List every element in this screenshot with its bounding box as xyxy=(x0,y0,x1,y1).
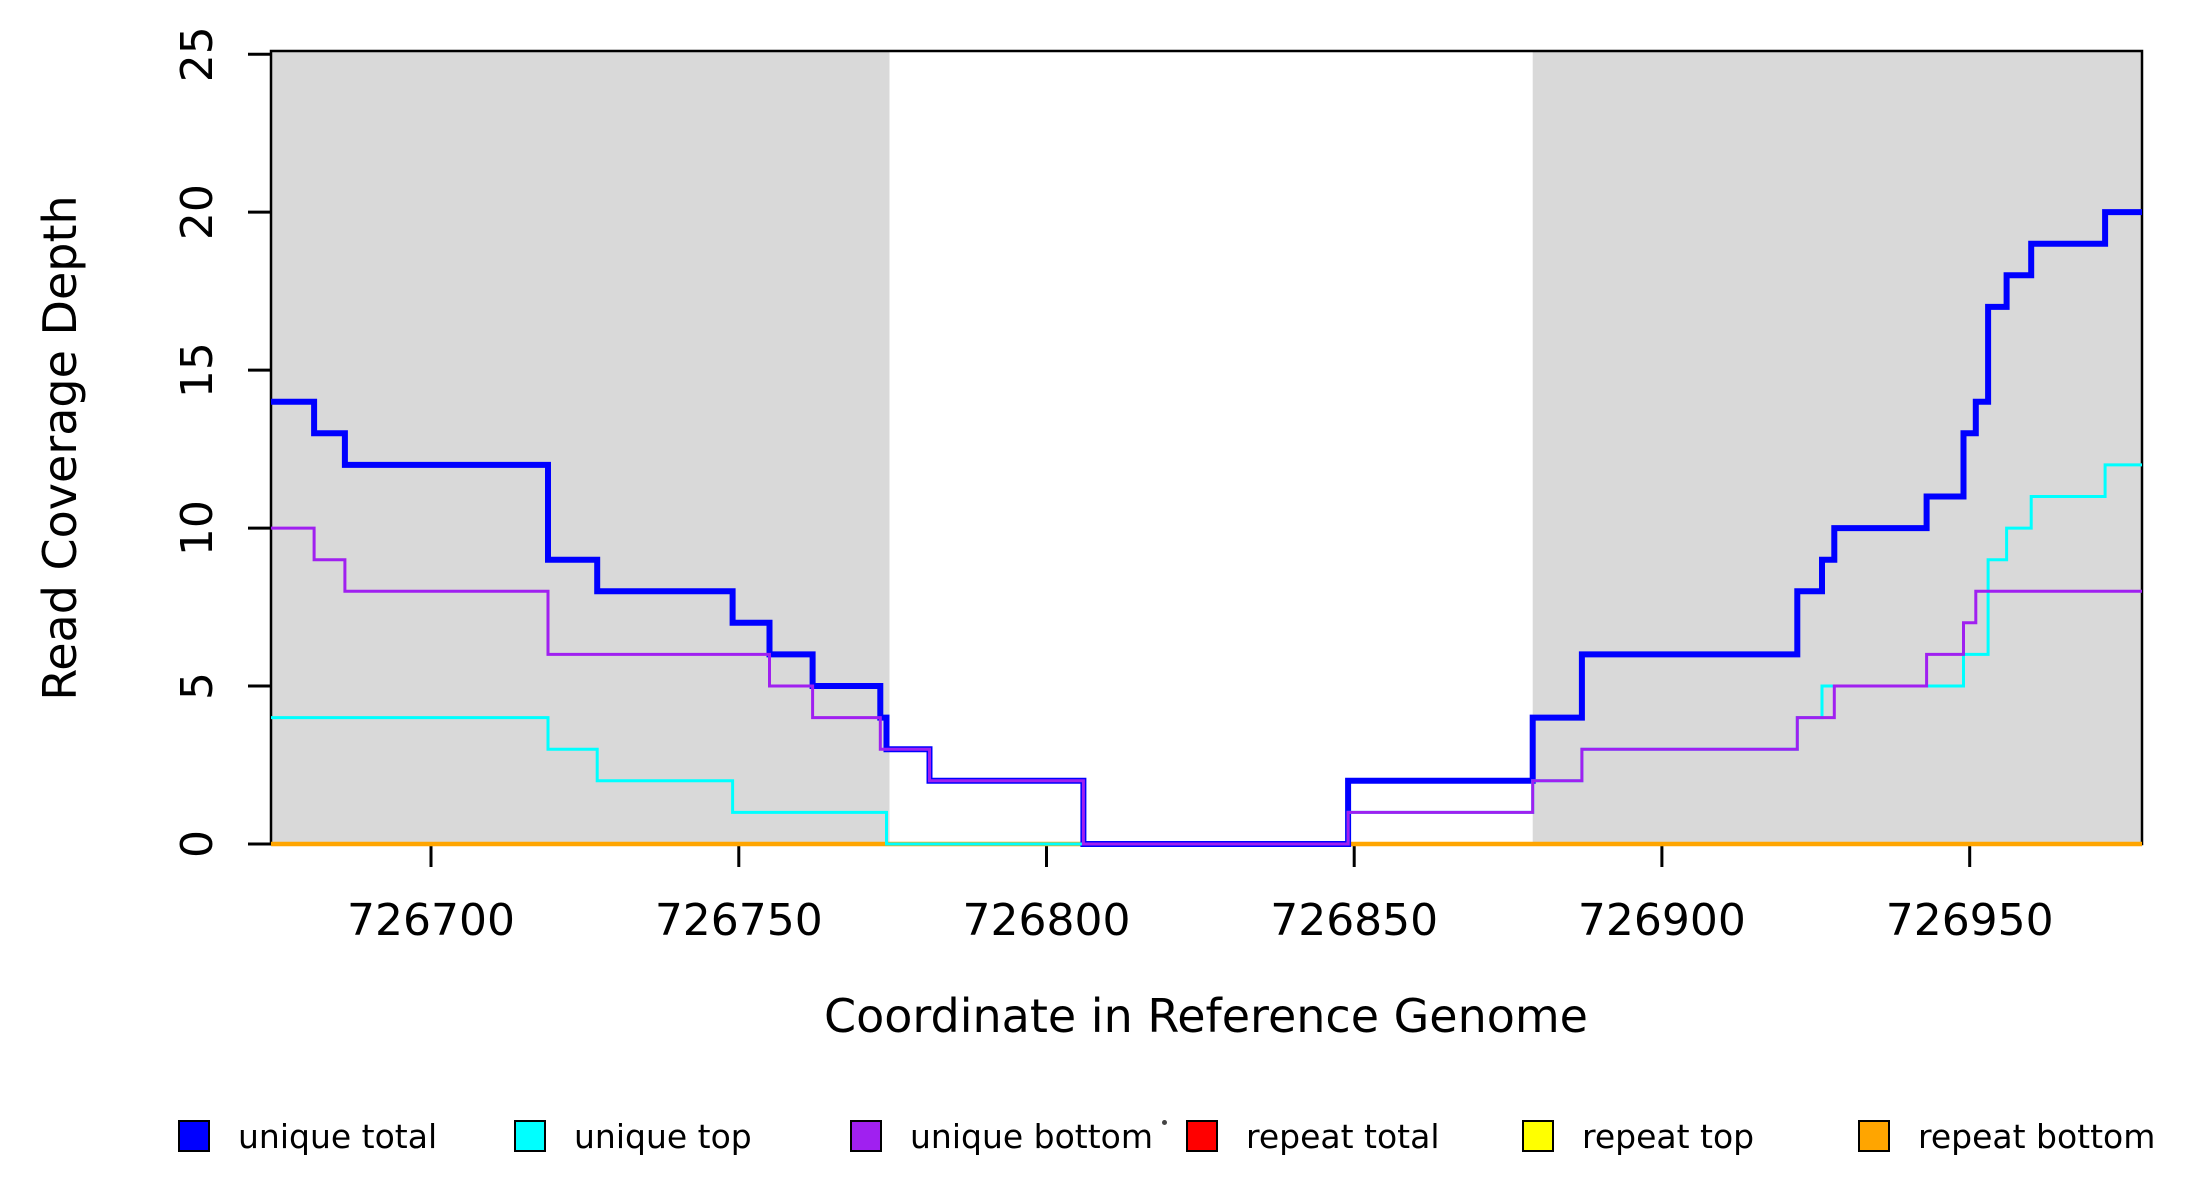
legend-label-unique-total: unique total xyxy=(238,1116,438,1156)
legend-swatch-unique-top xyxy=(514,1120,546,1152)
legend-label-unique-bottom: unique bottom xyxy=(910,1116,1154,1156)
x-tick-label: 726950 xyxy=(1886,895,2054,946)
series-line-unique-bottom xyxy=(271,526,2142,846)
chart-legend: unique total unique top unique bottom re… xyxy=(178,1108,2194,1164)
y-tick-label: 25 xyxy=(172,26,223,82)
stray-legend-dot xyxy=(1162,1120,1167,1125)
x-axis-title: Coordinate in Reference Genome xyxy=(824,989,1588,1043)
legend-item-unique-bottom: unique bottom xyxy=(850,1117,1186,1156)
legend-item-repeat-total: repeat total xyxy=(1186,1117,1522,1156)
axis-ticks-layer: 726700 726750 726800 726850 726900 726950 0 5 10… xyxy=(172,26,2054,946)
legend-item-unique-top: unique top xyxy=(514,1117,850,1156)
legend-swatch-unique-bottom xyxy=(850,1120,882,1152)
y-tick-label: 5 xyxy=(172,672,223,700)
legend-label-repeat-total: repeat total xyxy=(1246,1116,1440,1156)
legend-label-unique-top: unique top xyxy=(574,1116,752,1156)
y-tick-label: 0 xyxy=(172,830,223,858)
shaded-region xyxy=(1532,51,2142,844)
legend-swatch-repeat-top xyxy=(1522,1120,1554,1152)
x-tick-label: 726850 xyxy=(1270,895,1438,946)
y-axis-title: Read Coverage Depth xyxy=(33,195,87,700)
legend-swatch-repeat-total xyxy=(1186,1120,1218,1152)
y-tick-label: 20 xyxy=(172,184,223,240)
legend-swatch-repeat-bottom xyxy=(1858,1120,1890,1152)
y-tick-label: 10 xyxy=(172,500,223,556)
series-line-unique-total xyxy=(271,209,2142,847)
legend-label-repeat-bottom: repeat bottom xyxy=(1918,1116,2156,1156)
x-tick-label: 726700 xyxy=(347,895,515,946)
legend-item-unique-total: unique total xyxy=(178,1117,514,1156)
y-tick-label: 15 xyxy=(172,342,223,398)
x-tick-label: 726900 xyxy=(1578,895,1746,946)
legend-swatch-unique-total xyxy=(178,1120,210,1152)
x-tick-label: 726800 xyxy=(963,895,1131,946)
legend-item-repeat-bottom: repeat bottom xyxy=(1858,1117,2194,1156)
series-lines-layer xyxy=(271,209,2142,847)
x-tick-label: 726750 xyxy=(655,895,823,946)
legend-label-repeat-top: repeat top xyxy=(1582,1116,1755,1156)
legend-item-repeat-top: repeat top xyxy=(1522,1117,1858,1156)
shaded-regions-layer xyxy=(271,51,2142,844)
shaded-region xyxy=(271,51,890,844)
